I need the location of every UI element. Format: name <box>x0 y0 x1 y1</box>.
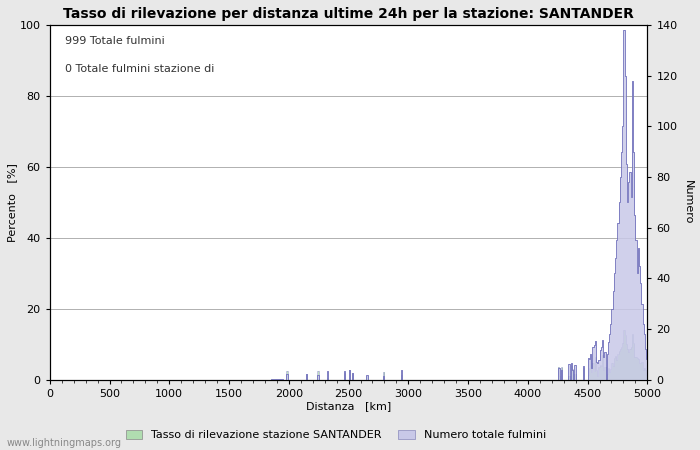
Y-axis label: Percento   [%]: Percento [%] <box>7 163 17 242</box>
Y-axis label: Numero: Numero <box>683 180 693 225</box>
Text: 0 Totale fulmini stazione di: 0 Totale fulmini stazione di <box>64 64 214 74</box>
Text: 999 Totale fulmini: 999 Totale fulmini <box>64 36 164 45</box>
Legend: Tasso di rilevazione stazione SANTANDER, Numero totale fulmini: Tasso di rilevazione stazione SANTANDER,… <box>121 425 551 445</box>
X-axis label: Distanza   [km]: Distanza [km] <box>306 401 391 412</box>
Title: Tasso di rilevazione per distanza ultime 24h per la stazione: SANTANDER: Tasso di rilevazione per distanza ultime… <box>63 7 634 21</box>
Text: www.lightningmaps.org: www.lightningmaps.org <box>7 438 122 448</box>
